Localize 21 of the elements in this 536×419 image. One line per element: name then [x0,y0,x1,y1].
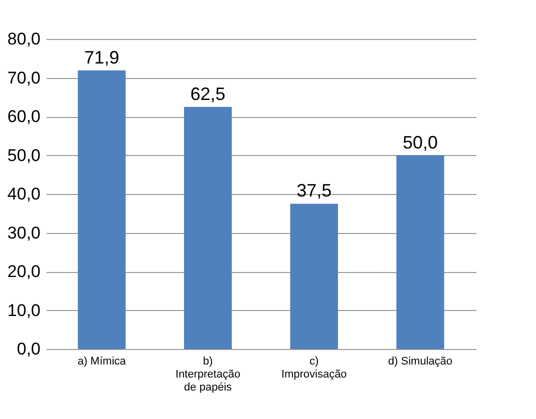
bar [78,70,126,349]
x-tick-label: c) Improvisação [281,356,347,380]
x-tick-label: b) Interpretação de papéis [176,356,240,394]
y-tick-label: 60,0 [7,107,40,126]
x-tick-label: d) Simulação [388,356,452,368]
y-tick-label: 10,0 [7,300,40,320]
bar [396,155,444,349]
data-label: 62,5 [190,84,226,104]
bar [184,106,232,349]
y-tick-label: 20,0 [7,262,40,281]
y-tick-label: 40,0 [7,184,40,204]
data-label: 71,9 [84,47,120,68]
y-tick-label: 50,0 [7,146,40,165]
y-tick-label: 0,0 [16,340,40,358]
data-label: 37,5 [296,180,332,201]
x-tick-label: a) Mímica [78,356,127,368]
y-tick-label: 70,0 [7,68,40,88]
data-label: 50,0 [402,132,438,152]
y-tick-label: 30,0 [7,223,40,242]
bar [290,204,338,349]
y-tick-label: 80,0 [7,30,40,48]
